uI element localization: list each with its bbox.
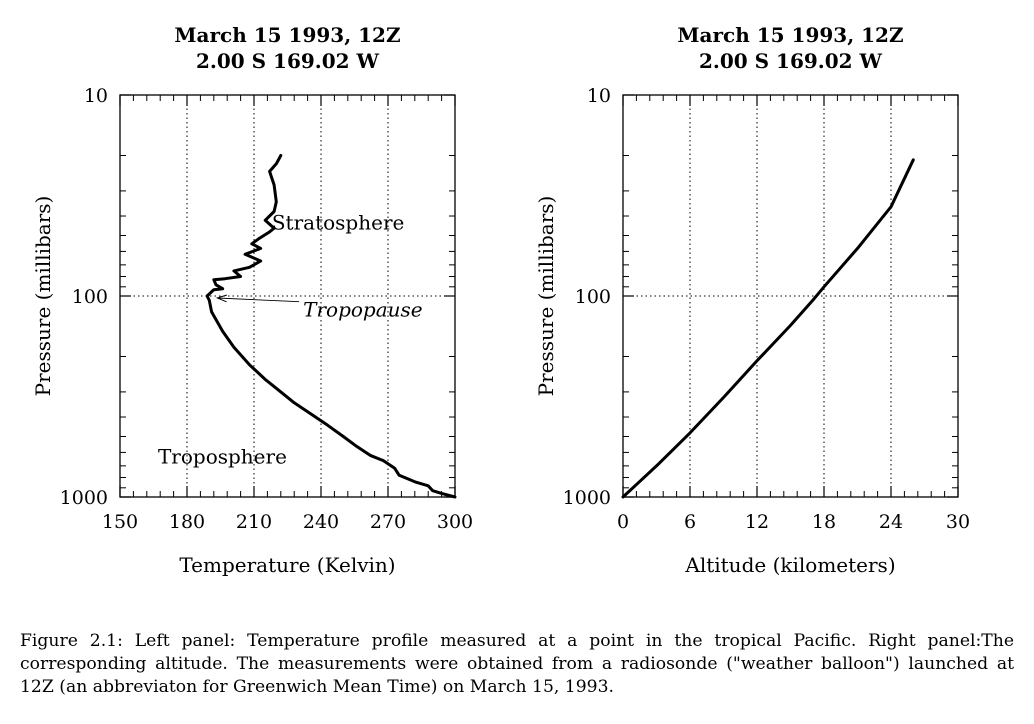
chart-title: March 15 1993, 12Z (174, 23, 400, 47)
figure-caption: Figure 2.1: Left panel: Temperature prof… (20, 631, 1014, 697)
x-tick-label: 0 (617, 511, 629, 533)
x-axis-label: Altitude (kilometers) (684, 553, 895, 577)
y-tick-label: 10 (587, 85, 611, 107)
y-tick-label: 100 (72, 286, 108, 308)
y-tick-label: 10 (84, 85, 108, 107)
y-axis-label: Pressure (millibars) (31, 196, 55, 397)
x-axis-label: Temperature (Kelvin) (179, 553, 395, 577)
x-tick-label: 300 (437, 511, 473, 533)
annotation-label: Troposphere (158, 445, 287, 469)
x-tick-label: 180 (169, 511, 205, 533)
x-tick-label: 210 (236, 511, 272, 533)
x-tick-label: 150 (102, 511, 138, 533)
x-tick-label: 30 (946, 511, 970, 533)
annotation-arrow-head (215, 294, 228, 303)
annotation-arrow-line (217, 297, 300, 303)
chart-subtitle: 2.00 S 169.02 W (699, 49, 883, 73)
series-line (205, 154, 457, 499)
y-tick-label: 1000 (60, 487, 108, 509)
x-tick-label: 24 (879, 511, 903, 533)
series-line (621, 158, 915, 499)
chart-title: March 15 1993, 12Z (677, 23, 903, 47)
y-tick-label: 100 (575, 286, 611, 308)
annotation-label: Tropopause (303, 298, 423, 322)
x-tick-label: 240 (303, 511, 339, 533)
y-tick-label: 1000 (563, 487, 611, 509)
x-tick-label: 18 (812, 511, 836, 533)
annotation-label: Stratosphere (272, 210, 404, 234)
x-tick-label: 6 (684, 511, 696, 533)
x-tick-label: 270 (370, 511, 406, 533)
y-axis-label: Pressure (millibars) (534, 196, 558, 397)
chart-subtitle: 2.00 S 169.02 W (196, 49, 380, 73)
x-tick-label: 12 (745, 511, 769, 533)
